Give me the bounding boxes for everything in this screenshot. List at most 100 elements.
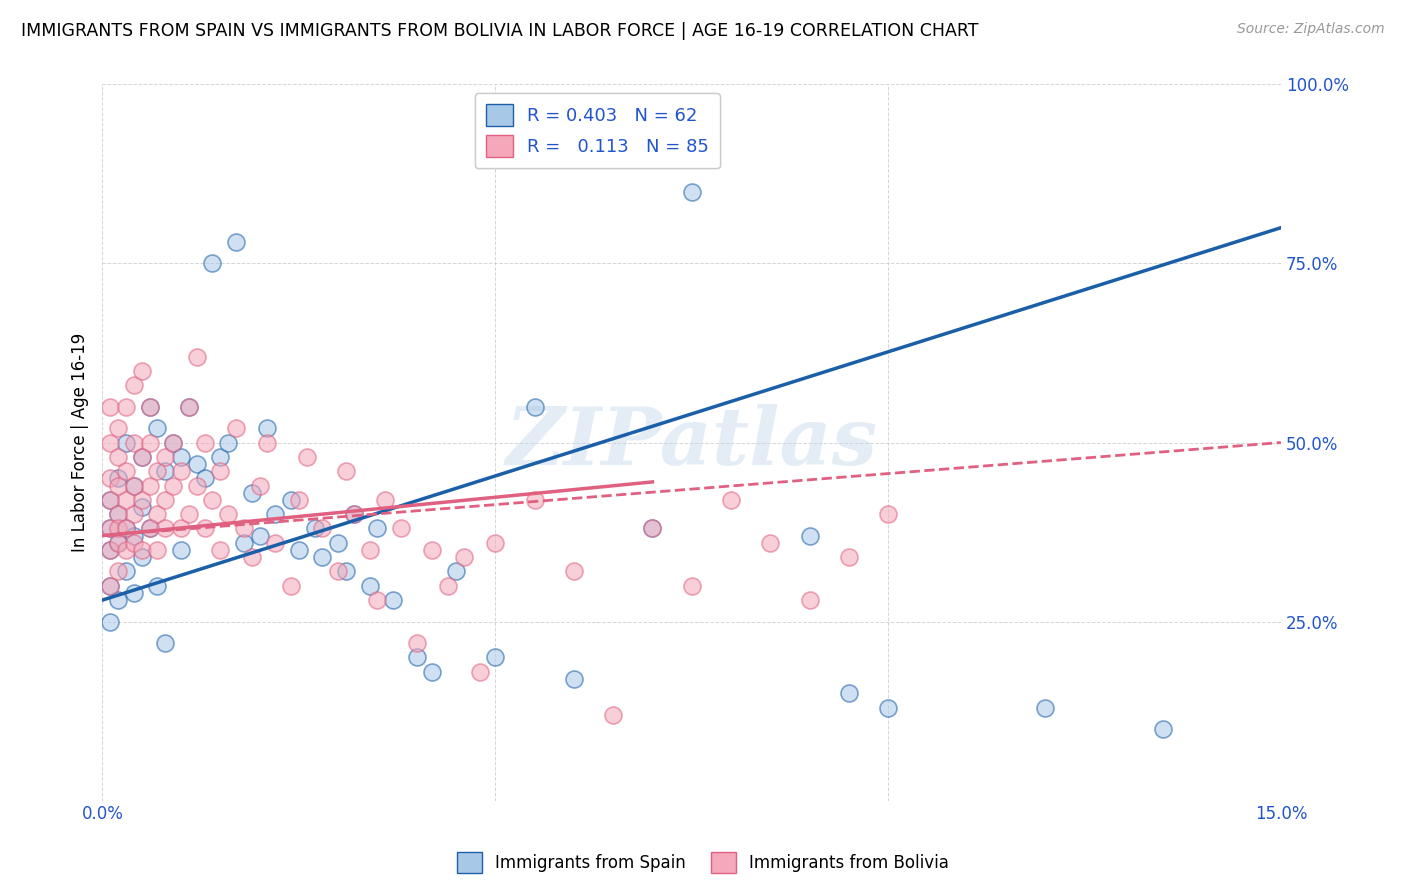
Point [1033,700,1056,714]
Point [162,435,184,450]
Point [838,686,860,700]
Point [115,543,138,558]
Point [131,492,153,507]
Point [122,507,145,521]
Point [877,700,900,714]
Point [217,507,239,521]
Point [186,457,208,471]
Point [232,521,254,535]
Point [335,565,357,579]
Point [382,593,405,607]
Point [107,507,129,521]
Point [484,650,506,665]
Point [217,435,239,450]
Point [194,471,217,485]
Point [562,672,585,686]
Point [186,478,208,492]
Point [422,665,444,679]
Point [107,536,129,550]
Point [335,464,357,478]
Point [115,400,138,414]
Text: IMMIGRANTS FROM SPAIN VS IMMIGRANTS FROM BOLIVIA IN LABOR FORCE | AGE 16-19 CORR: IMMIGRANTS FROM SPAIN VS IMMIGRANTS FROM… [21,22,979,40]
Point [122,586,145,600]
Point [209,543,232,558]
Point [146,507,169,521]
Point [107,521,129,535]
Point [122,528,145,542]
Y-axis label: In Labor Force | Age 16-19: In Labor Force | Age 16-19 [72,333,89,552]
Point [170,543,193,558]
Point [98,471,121,485]
Point [201,492,224,507]
Point [240,550,263,565]
Point [131,543,153,558]
Point [115,521,138,535]
Point [468,665,491,679]
Point [122,478,145,492]
Point [366,521,388,535]
Point [389,521,412,535]
Point [249,528,271,542]
Point [326,536,349,550]
Point [146,421,169,435]
Point [138,521,160,535]
Point [115,492,138,507]
Point [405,636,427,650]
Point [602,707,624,722]
Legend: R = 0.403   N = 62, R =   0.113   N = 85: R = 0.403 N = 62, R = 0.113 N = 85 [475,94,720,169]
Point [359,543,381,558]
Point [264,536,287,550]
Text: ZIPatlas: ZIPatlas [506,404,877,482]
Point [107,565,129,579]
Point [170,521,193,535]
Point [155,521,177,535]
Point [177,507,200,521]
Point [115,521,138,535]
Point [170,464,193,478]
Point [115,435,138,450]
Point [162,478,184,492]
Point [194,521,217,535]
Point [162,435,184,450]
Point [641,521,664,535]
Point [155,492,177,507]
Point [264,507,287,521]
Point [131,364,153,378]
Point [240,485,263,500]
Point [131,500,153,514]
Point [107,421,129,435]
Point [288,543,311,558]
Point [98,521,121,535]
Point [107,507,129,521]
Point [877,507,900,521]
Point [249,478,271,492]
Point [146,543,169,558]
Point [194,435,217,450]
Point [155,450,177,464]
Point [98,543,121,558]
Text: Source: ZipAtlas.com: Source: ZipAtlas.com [1237,22,1385,37]
Point [799,593,821,607]
Point [295,450,318,464]
Point [225,235,247,249]
Point [562,565,585,579]
Point [304,521,326,535]
Point [98,615,121,629]
Point [186,350,208,364]
Point [209,464,232,478]
Point [122,435,145,450]
Point [311,521,333,535]
Point [343,507,366,521]
Point [326,565,349,579]
Point [146,579,169,593]
Point [98,579,121,593]
Point [681,579,703,593]
Point [98,400,121,414]
Point [366,593,388,607]
Point [107,593,129,607]
Point [177,400,200,414]
Point [523,492,546,507]
Point [107,450,129,464]
Point [122,478,145,492]
Point [115,464,138,478]
